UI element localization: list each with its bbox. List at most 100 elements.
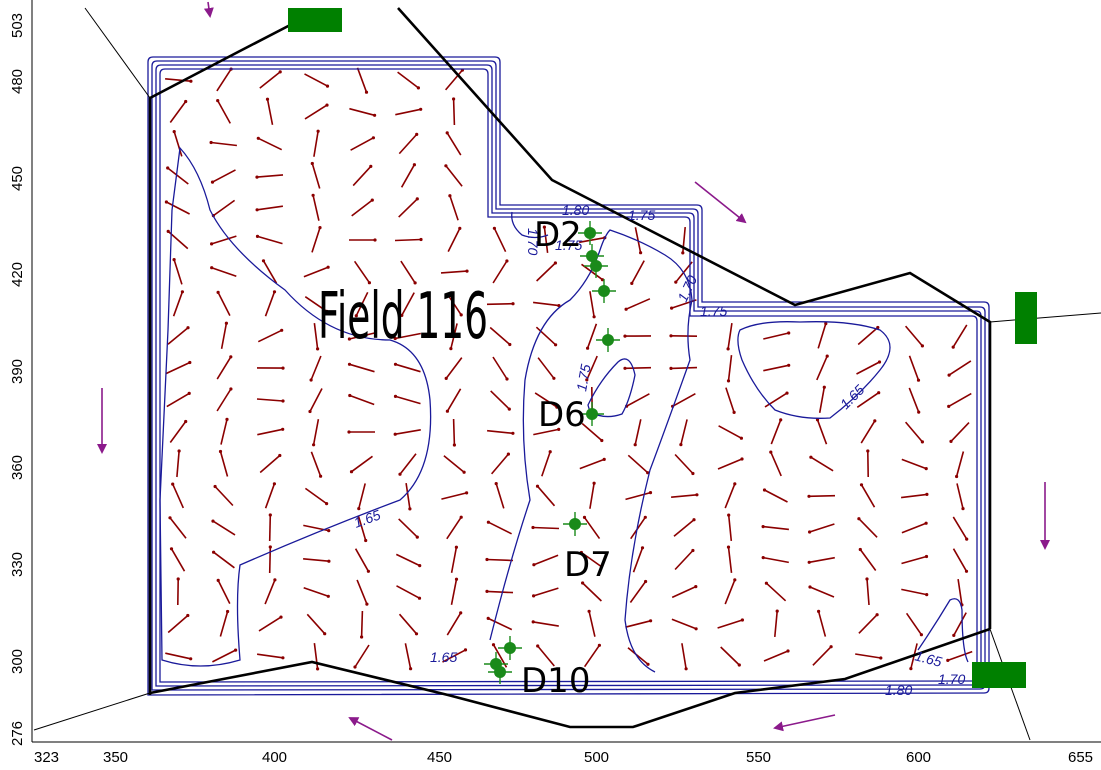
gradient-vector: [306, 613, 326, 635]
well-marker: [580, 402, 604, 426]
gradient-vector-head: [602, 457, 606, 461]
y-tick-label: 330: [9, 552, 26, 577]
gradient-vector-head: [348, 393, 352, 398]
gradient-vector-head: [366, 569, 370, 573]
gradient-vector: [259, 71, 281, 89]
gradient-vector: [533, 621, 559, 627]
well-labels: D2 D6 D7 D10: [521, 215, 612, 701]
gradient-vector: [262, 260, 278, 284]
gradient-vector: [586, 355, 598, 381]
gradient-vector-head: [600, 438, 604, 443]
gradient-vector: [400, 164, 416, 188]
gradient-vector-head: [171, 482, 175, 486]
gradient-vector: [446, 132, 462, 156]
gradient-vector: [952, 516, 968, 540]
boundary-line: [397, 7, 992, 629]
gradient-vector-head: [857, 517, 861, 521]
gradient-vector: [360, 610, 364, 638]
gradient-vector-head: [186, 326, 190, 330]
gradient-vector-head: [454, 545, 458, 549]
gradient-vector-head: [587, 609, 591, 613]
gradient-vector-head: [505, 259, 509, 263]
contour-line: [489, 229, 693, 673]
gradient-vector: [357, 515, 367, 541]
gradient-vector: [624, 366, 652, 370]
gradient-vector-head: [261, 259, 266, 263]
gradient-vector: [809, 523, 835, 533]
gradient-vector-head: [210, 242, 214, 246]
gradient-vector-head: [492, 226, 496, 230]
gradient-vector: [670, 366, 698, 370]
gradient-vector-head: [644, 579, 648, 584]
gradient-vector-head: [592, 315, 596, 319]
flow-arrow: [773, 714, 836, 732]
gradient-vector-head: [952, 633, 956, 638]
gradient-vector: [220, 323, 228, 349]
gradient-vector-head: [272, 482, 276, 486]
gradient-vector: [537, 357, 555, 379]
well-marker: [578, 221, 602, 245]
gradient-vector-head: [829, 645, 833, 649]
gradient-vector-head: [919, 633, 924, 637]
well-marker: [592, 279, 616, 303]
gradient-vector: [956, 483, 964, 509]
gradient-vector-head: [371, 136, 375, 140]
gradient-vector-head: [955, 474, 959, 479]
gradient-vector: [901, 555, 927, 565]
gradient-vector: [948, 360, 972, 376]
gradient-vector-head: [312, 443, 316, 447]
gradient-vector: [212, 199, 236, 217]
gradient-vector-head: [764, 581, 769, 585]
boundary-line: [149, 627, 991, 729]
gradient-vector: [816, 419, 828, 445]
gradient-vector-head: [364, 538, 368, 543]
gradient-vector: [626, 393, 650, 407]
gradient-vector-head: [326, 265, 330, 269]
gradient-vector-head: [553, 261, 558, 265]
gradient-vector: [212, 520, 236, 536]
gradient-vector-head: [557, 427, 561, 431]
gradient-vector-head: [865, 577, 869, 581]
gradient-vector-head: [597, 643, 602, 647]
well-label-d7: D7: [564, 545, 612, 585]
gradient-vector: [399, 453, 417, 475]
gradient-vector: [256, 205, 284, 211]
gradient-vector-head: [542, 225, 547, 229]
gradient-vector: [219, 451, 229, 477]
gradient-vector-head: [452, 443, 456, 447]
gradient-vector-head: [532, 563, 536, 567]
gradient-vector: [268, 546, 272, 574]
gradient-vector: [257, 137, 283, 151]
gradient-vector-head: [726, 545, 731, 549]
gradient-vector: [625, 298, 651, 310]
gradient-vector-head: [822, 385, 826, 389]
gradient-vector: [579, 458, 605, 470]
green-markers: [288, 8, 1037, 688]
gradient-vector-head: [325, 502, 329, 506]
gradient-vector-head: [733, 482, 737, 486]
gradient-vector: [627, 647, 649, 665]
gradient-vector: [860, 484, 876, 508]
gradient-vector: [489, 326, 511, 346]
gradient-vector: [856, 392, 880, 408]
gradient-vector-head: [393, 394, 398, 398]
gradient-vector-head: [877, 391, 881, 395]
gradient-vector-head: [319, 474, 323, 478]
gradient-vector: [169, 421, 187, 443]
x-tick-label: 500: [584, 749, 609, 766]
gradient-vector-head: [646, 662, 650, 666]
gradient-vector: [170, 548, 186, 572]
gradient-vector-head: [176, 577, 180, 581]
gradient-vector: [718, 425, 742, 439]
gradient-vector-head: [169, 547, 174, 551]
gradient-vector-head: [465, 491, 469, 495]
gradient-vector-head: [684, 667, 688, 671]
thin-line: [84, 7, 151, 99]
gradient-vector-head: [920, 440, 925, 444]
gradient-vector: [443, 455, 465, 473]
gradient-vector-head: [808, 585, 812, 589]
gradient-vector-head: [787, 331, 791, 335]
gradient-vector: [671, 585, 697, 599]
gradient-vector-head: [218, 449, 223, 454]
gradient-vector: [442, 649, 466, 663]
